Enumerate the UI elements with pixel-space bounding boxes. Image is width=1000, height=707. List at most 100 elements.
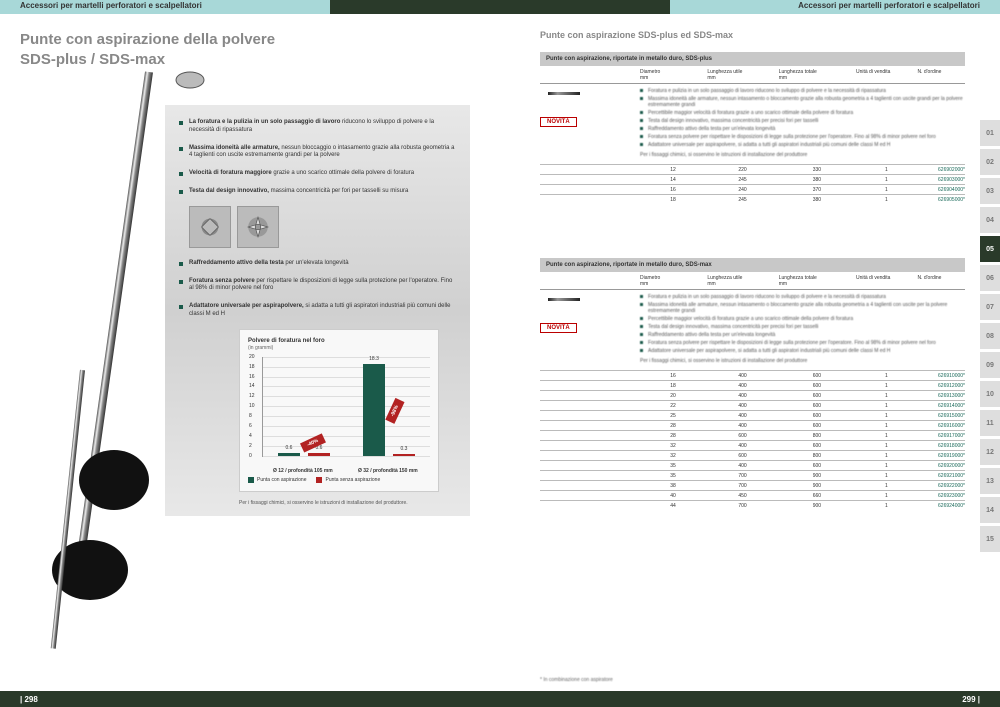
info-row: NOVITÀ Foratura e pulizia in un solo pas…: [540, 84, 965, 150]
header-right: Accessori per martelli perforatori e sca…: [500, 0, 1000, 14]
feature-list: La foratura e la pulizia in un solo pass…: [179, 119, 456, 196]
chart-xlabel: Ø 32 / profondità 150 mm: [358, 468, 418, 474]
table-heading: Punte con aspirazione, riportate in meta…: [540, 258, 965, 272]
table-row: 324006001626918000*: [540, 441, 965, 451]
info-bullet: Percettibile maggior velocità di foratur…: [640, 110, 965, 116]
feature-item: Massima idoneità alle armature, nessun b…: [179, 145, 456, 161]
side-tab-09[interactable]: 09: [980, 352, 1000, 378]
table-block-sds-max: Punte con aspirazione, riportate in meta…: [540, 258, 965, 510]
feature-item: Testa dal design innovativo, massima con…: [179, 188, 456, 196]
info-after: Per i fissaggi chimici, si osservino le …: [640, 358, 965, 364]
col-header: N. d'ordine: [917, 70, 965, 81]
table-row: 162403701626904000*: [540, 185, 965, 195]
side-tab-05[interactable]: 05: [980, 236, 1000, 262]
side-tab-01[interactable]: 01: [980, 120, 1000, 146]
info-row: NOVITÀ Foratura e pulizia in un solo pas…: [540, 290, 965, 356]
page-left: Accessori per martelli perforatori e sca…: [0, 0, 500, 707]
legend-item: Punta con aspirazione: [248, 477, 306, 483]
info-bullet: Percettibile maggior velocità di foratur…: [640, 316, 965, 322]
chart-card: Polvere di foratura nel foro (in grammi)…: [239, 329, 439, 492]
col-header: Diametromm: [640, 70, 707, 81]
chart-bar: 0.6: [278, 453, 300, 456]
side-tab-11[interactable]: 11: [980, 410, 1000, 436]
page-number: 299 |: [962, 695, 980, 704]
side-tab-08[interactable]: 08: [980, 323, 1000, 349]
side-tab-14[interactable]: 14: [980, 497, 1000, 523]
table-row: 122203301626902000*: [540, 165, 965, 175]
feature-panel: La foratura e la pulizia in un solo pass…: [165, 105, 470, 516]
right-title: Punte con aspirazione SDS-plus ed SDS-ma…: [540, 30, 733, 40]
table-row: 286008001626917000*: [540, 431, 965, 441]
info-bullet: Raffreddamento attivo della testa per un…: [640, 332, 965, 338]
chart-title: Polvere di foratura nel foro: [248, 338, 430, 344]
page-number: | 298: [20, 695, 38, 704]
table-row: 224006001626914000*: [540, 401, 965, 411]
chart-bar: 18.3: [363, 364, 385, 456]
side-tab-15[interactable]: 15: [980, 526, 1000, 552]
side-tab-06[interactable]: 06: [980, 265, 1000, 291]
novita-badge: NOVITÀ: [540, 117, 577, 127]
chart-bar: 0.3: [393, 454, 415, 456]
col-header: N. d'ordine: [917, 276, 965, 287]
feature-item: Foratura senza polvere per rispettare le…: [179, 278, 456, 294]
side-tab-12[interactable]: 12: [980, 439, 1000, 465]
feature-item: Raffreddamento attivo della testa per un…: [179, 260, 456, 268]
side-tab-13[interactable]: 13: [980, 468, 1000, 494]
thumb-row: [189, 206, 456, 248]
info-bullet: Raffreddamento attivo della testa per un…: [640, 126, 965, 132]
col-header: Diametromm: [640, 276, 707, 287]
chart-legend: Punta con aspirazione Punta senza aspiraz…: [248, 477, 430, 483]
novita-badge: NOVITÀ: [540, 323, 577, 333]
table-row: 326008001626919000*: [540, 451, 965, 461]
table-row: 404506601626923000*: [540, 491, 965, 501]
bit-icon: [548, 298, 580, 301]
header-left: Accessori per martelli perforatori e sca…: [0, 0, 500, 14]
info-bullet: Foratura senza polvere per rispettare le…: [640, 134, 965, 140]
breadcrumb-right: Accessori per martelli perforatori e sca…: [798, 1, 980, 10]
thumb-icon: [189, 206, 231, 248]
feature-list-2: Raffreddamento attivo della testa per un…: [179, 260, 456, 319]
table-heading: Punte con aspirazione, riportate in meta…: [540, 52, 965, 66]
feature-item: Adattatore universale per aspirapolvere,…: [179, 303, 456, 319]
info-bullet: Testa dal design innovativo, massima con…: [640, 324, 965, 330]
chart-plot: 024681012141618200.60.618.30.3Ø 12 / pro…: [262, 357, 430, 457]
table-row: 254006001626915000*: [540, 411, 965, 421]
col-header: Lunghezza totalemm: [779, 70, 856, 81]
table-row: 447009001626924000*: [540, 501, 965, 511]
table-row: 184006001626912000*: [540, 381, 965, 391]
right-footnote: * In combinazione con aspiratore: [540, 677, 613, 683]
side-tab-07[interactable]: 07: [980, 294, 1000, 320]
table-row: 182453801626905000*: [540, 195, 965, 205]
table-block-sds-plus: Punte con aspirazione, riportate in meta…: [540, 52, 965, 204]
chart-xlabel: Ø 12 / profondità 105 mm: [273, 468, 333, 474]
info-bullet: Adattatore universale per aspirapolvere,…: [640, 348, 965, 354]
info-bullets: Foratura e pulizia in un solo passaggio …: [640, 294, 965, 356]
col-header: Lunghezza utilemm: [707, 276, 778, 287]
table-row: 142453801626903000*: [540, 175, 965, 185]
table-columns: DiametrommLunghezza utilemmLunghezza tot…: [540, 66, 965, 84]
feature-item: La foratura e la pulizia in un solo pass…: [179, 119, 456, 135]
side-tabs: 01 02 03 04 05 06 07 08 09 10 11 12 13 14 15: [980, 120, 1000, 552]
side-tab-03[interactable]: 03: [980, 178, 1000, 204]
breadcrumb-left: Accessori per martelli perforatori e sca…: [20, 1, 202, 10]
data-table-1: 122203301626902000*142453801626903000*16…: [540, 164, 965, 204]
col-header: Unità di vendita: [856, 276, 917, 287]
legend-item: Punta senza aspirazione: [316, 477, 380, 483]
data-table-2: 164006001626910000*184006001626912000*20…: [540, 370, 965, 510]
table-row: 204006001626913000*: [540, 391, 965, 401]
info-bullets: Foratura e pulizia in un solo passaggio …: [640, 88, 965, 150]
reduction-badge: -98%: [385, 398, 404, 424]
side-tab-10[interactable]: 10: [980, 381, 1000, 407]
info-bullet: Foratura senza polvere per rispettare le…: [640, 340, 965, 346]
side-tab-02[interactable]: 02: [980, 149, 1000, 175]
feature-item: Velocità di foratura maggiore grazie a u…: [179, 170, 456, 178]
table-row: 357009001626921000*: [540, 471, 965, 481]
info-bullet: Adattatore universale per aspirapolvere,…: [640, 142, 965, 148]
info-bullet: Massima idoneità alle armature, nessun i…: [640, 302, 965, 314]
info-after: Per i fissaggi chimici, si osservino le …: [640, 152, 965, 158]
footer-left: | 298: [0, 691, 500, 707]
thumb-icon: [237, 206, 279, 248]
table-row: 387009001626922000*: [540, 481, 965, 491]
side-tab-04[interactable]: 04: [980, 207, 1000, 233]
info-bullet: Foratura e pulizia in un solo passaggio …: [640, 88, 965, 94]
